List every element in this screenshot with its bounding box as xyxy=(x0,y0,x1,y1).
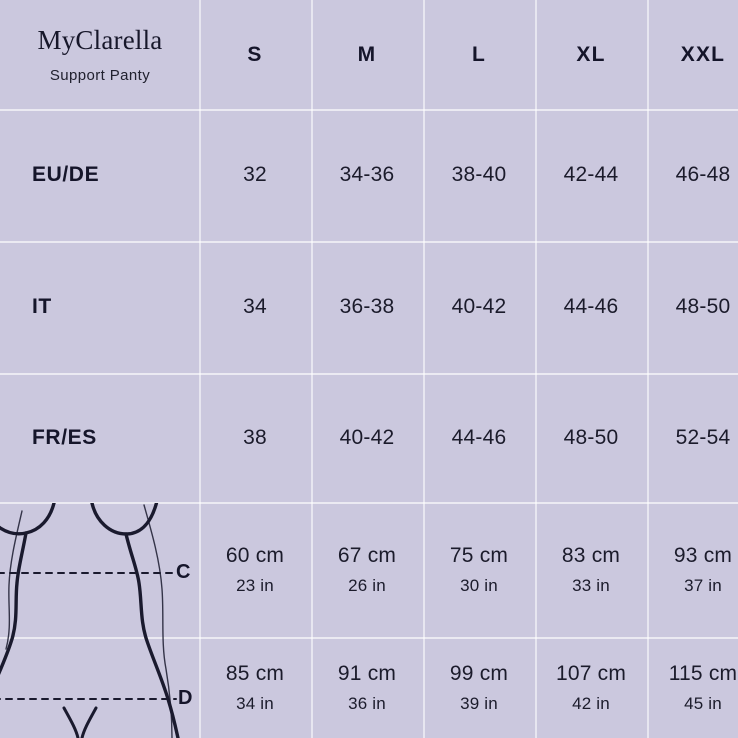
cell-hip-xxl-cm: 115 cm xyxy=(668,662,738,686)
cell-waist-xl-in: 33 in xyxy=(572,575,610,595)
grid-vline-2 xyxy=(311,0,313,738)
cell-fr-es-xl: 48-50 xyxy=(563,425,619,449)
cell-waist-m-in: 26 in xyxy=(348,575,386,595)
cell-hip-m-cm: 91 cm xyxy=(337,662,397,686)
cell-eu-de-s: 32 xyxy=(243,163,267,186)
cell-it-xxl: 48-50 xyxy=(675,295,731,318)
cell-fr-es-s: 38 xyxy=(243,425,267,449)
cell-hip-m-in: 36 in xyxy=(348,693,386,713)
size-header-l: L xyxy=(471,43,487,66)
cell-hip-s-cm: 85 cm xyxy=(225,662,285,686)
cell-waist-xl-cm: 83 cm xyxy=(561,544,621,568)
brand-name: MyClarella xyxy=(37,24,163,55)
row-label-fr-es: FR/ES xyxy=(32,425,97,449)
cell-hip-l-cm: 99 cm xyxy=(449,662,509,686)
cell-it-m: 36-38 xyxy=(339,295,395,318)
cell-waist-xxl-in: 37 in xyxy=(684,575,722,595)
grid-hline-header xyxy=(0,109,738,111)
grid-vline-1 xyxy=(199,0,201,738)
row-label-eu-de: EU/DE xyxy=(32,163,100,186)
cell-waist-xxl: 93 cm 37 in xyxy=(647,502,738,637)
cell-it-xl: 44-46 xyxy=(563,295,619,318)
cell-it-s: 34 xyxy=(243,295,267,318)
product-name: Support Panty xyxy=(49,66,151,84)
measurement-label-c: C xyxy=(176,561,191,583)
size-header-m: M xyxy=(357,43,377,66)
cell-waist-s-in: 23 in xyxy=(236,575,274,595)
cell-hip-xl: 107 cm 42 in xyxy=(535,637,647,738)
grid-hline-3 xyxy=(0,502,738,504)
row-label-it: IT xyxy=(32,295,52,318)
torso-figure-icon xyxy=(0,503,180,738)
measurement-label-d: D xyxy=(178,687,193,709)
cell-hip-xl-cm: 107 cm xyxy=(555,662,627,686)
cell-waist-l-in: 30 in xyxy=(460,575,498,595)
cell-waist-xxl-cm: 93 cm xyxy=(673,544,733,568)
cell-eu-de-l: 38-40 xyxy=(451,163,507,186)
cell-eu-de-m: 34-36 xyxy=(339,163,395,186)
grid-vline-3 xyxy=(423,0,425,738)
size-header-xxl: XXL xyxy=(680,43,726,66)
cell-waist-xl: 83 cm 33 in xyxy=(535,502,647,637)
cell-hip-s-in: 34 in xyxy=(236,693,274,713)
cell-waist-s-cm: 60 cm xyxy=(225,544,285,568)
grid-hline-1 xyxy=(0,241,738,243)
body-measurement-illustration xyxy=(0,503,200,738)
cell-hip-xl-in: 42 in xyxy=(572,693,610,713)
cell-hip-l: 99 cm 39 in xyxy=(423,637,535,738)
cell-hip-xxl-in: 45 in xyxy=(684,693,722,713)
cell-fr-es-xxl: 52-54 xyxy=(675,425,731,449)
size-header-s: S xyxy=(247,43,263,66)
cell-fr-es-m: 40-42 xyxy=(339,425,395,449)
cell-waist-l-cm: 75 cm xyxy=(449,544,509,568)
cell-eu-de-xl: 42-44 xyxy=(563,163,619,186)
cell-hip-l-in: 39 in xyxy=(460,693,498,713)
cell-waist-s: 60 cm 23 in xyxy=(199,502,311,637)
cell-it-l: 40-42 xyxy=(451,295,507,318)
cell-waist-l: 75 cm 30 in xyxy=(423,502,535,637)
cell-hip-xxl: 115 cm 45 in xyxy=(647,637,738,738)
cell-eu-de-xxl: 46-48 xyxy=(675,163,731,186)
cell-hip-s: 85 cm 34 in xyxy=(199,637,311,738)
cell-fr-es-l: 44-46 xyxy=(451,425,507,449)
grid-vline-4 xyxy=(535,0,537,738)
brand-block: MyClarella Support Panty xyxy=(0,0,200,110)
grid-hline-4 xyxy=(0,637,738,639)
cell-waist-m-cm: 67 cm xyxy=(337,544,397,568)
cell-waist-m: 67 cm 26 in xyxy=(311,502,423,637)
size-header-xl: XL xyxy=(576,43,606,66)
cell-hip-m: 91 cm 36 in xyxy=(311,637,423,738)
grid-vline-5 xyxy=(647,0,649,738)
grid-hline-2 xyxy=(0,373,738,375)
